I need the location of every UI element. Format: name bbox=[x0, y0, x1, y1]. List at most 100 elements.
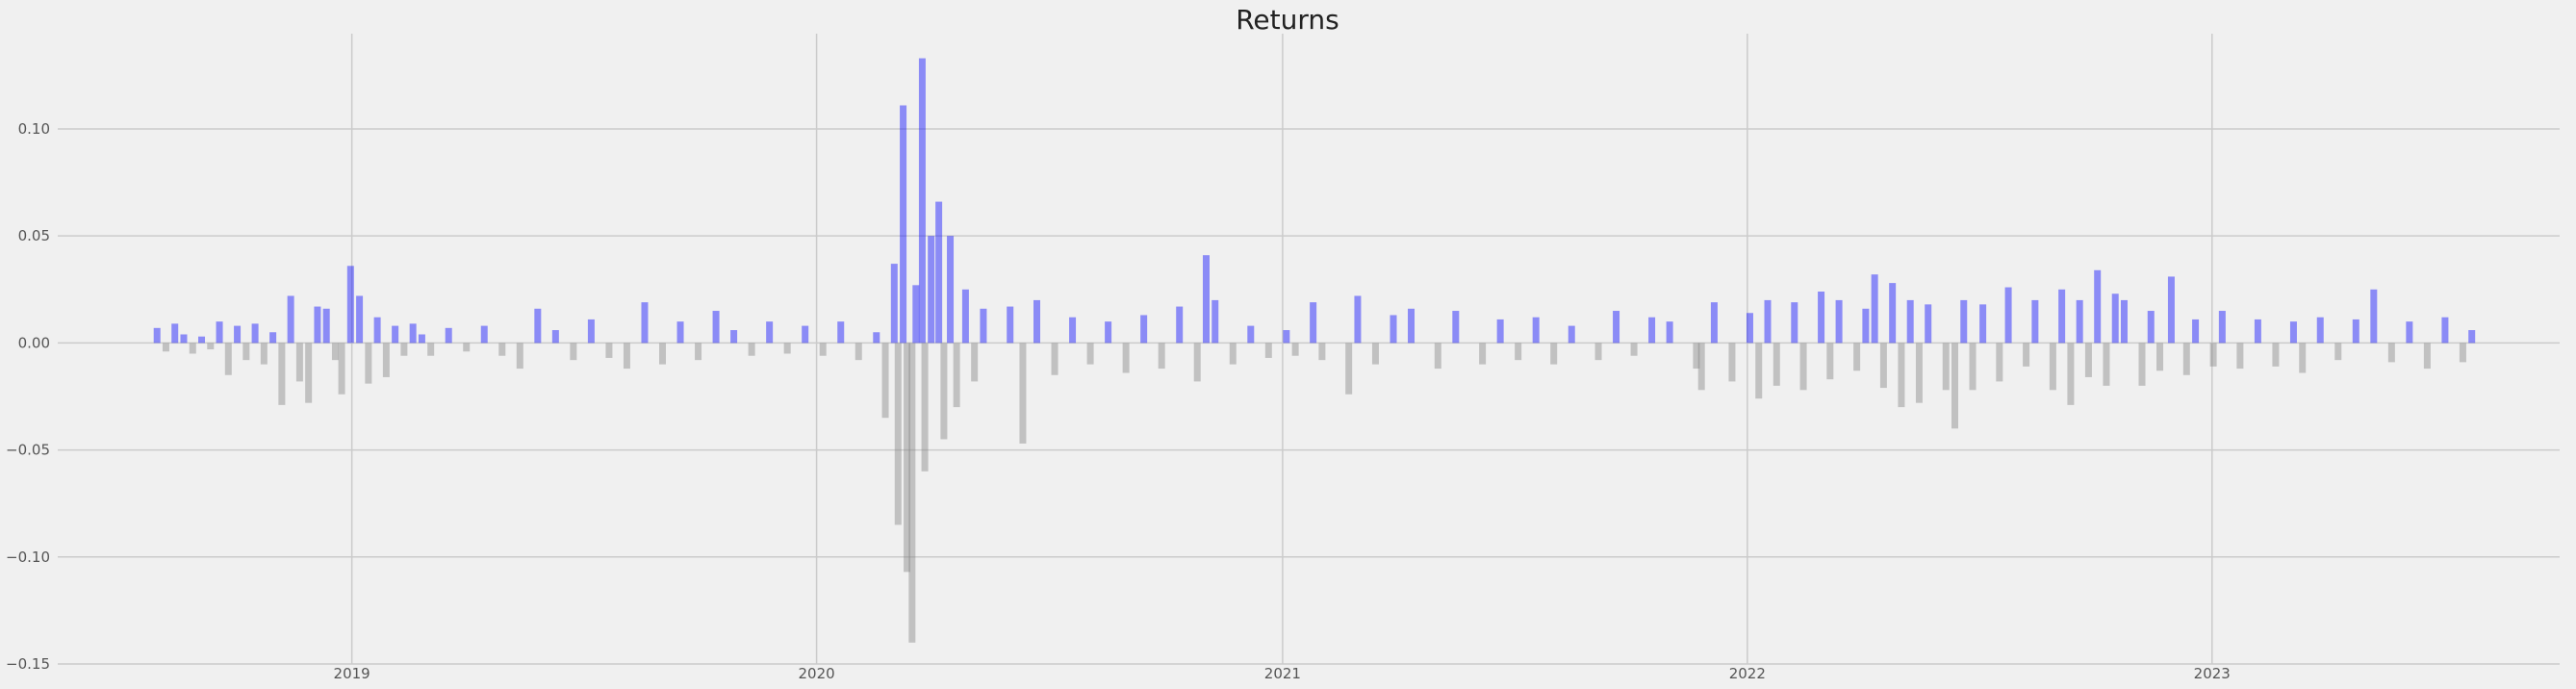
bar-positive bbox=[1960, 299, 1968, 344]
y-tick-label: 0.10 bbox=[18, 120, 50, 138]
bar-positive bbox=[1408, 308, 1416, 344]
bar-positive bbox=[928, 236, 935, 344]
bar-positive bbox=[1613, 311, 1620, 344]
bar-negative bbox=[427, 343, 435, 356]
bar-negative bbox=[695, 343, 702, 361]
bar-positive bbox=[935, 201, 943, 344]
chart-title: Returns bbox=[1236, 4, 1339, 36]
bar-negative bbox=[1630, 343, 1638, 356]
bar-positive bbox=[1354, 295, 1362, 344]
bar-negative bbox=[1799, 343, 1807, 391]
bar-positive bbox=[392, 325, 399, 344]
bar-negative bbox=[605, 343, 613, 358]
x-tick-label: 2021 bbox=[1264, 665, 1301, 682]
bar-negative bbox=[1942, 343, 1950, 391]
bar-negative bbox=[748, 343, 755, 356]
bar-positive bbox=[1007, 306, 1014, 344]
bar-positive bbox=[802, 325, 809, 344]
bar-negative bbox=[2049, 343, 2056, 391]
x-tick-label: 2020 bbox=[799, 665, 835, 682]
bar-negative bbox=[1826, 343, 1834, 380]
bar-negative bbox=[1479, 343, 1487, 365]
bar-negative bbox=[819, 343, 827, 356]
bar-positive bbox=[251, 323, 259, 344]
bar-negative bbox=[904, 343, 911, 573]
bar-negative bbox=[260, 343, 268, 365]
bar-negative bbox=[1915, 343, 1923, 403]
bar-negative bbox=[881, 343, 889, 419]
bar-positive bbox=[2352, 319, 2359, 344]
bar-negative bbox=[1728, 343, 1736, 382]
bar-negative bbox=[1318, 343, 1326, 361]
bar-positive bbox=[2441, 317, 2449, 344]
bar-positive bbox=[171, 323, 179, 344]
bar-positive bbox=[1862, 308, 1870, 344]
y-tick-label: −0.05 bbox=[6, 442, 50, 459]
bar-positive bbox=[1069, 317, 1077, 344]
y-tick-label: −0.10 bbox=[6, 549, 50, 566]
bar-positive bbox=[900, 105, 907, 344]
grid-lines bbox=[58, 34, 2560, 665]
bar-negative bbox=[2103, 343, 2110, 386]
bar-positive bbox=[587, 319, 595, 344]
bar-negative bbox=[2334, 343, 2342, 361]
bar-positive bbox=[2370, 289, 2378, 344]
bar-negative bbox=[2138, 343, 2146, 386]
bar-positive bbox=[2254, 319, 2261, 344]
bar-positive bbox=[2094, 269, 2102, 344]
bar-positive bbox=[873, 332, 880, 344]
bar-negative bbox=[400, 343, 408, 356]
bar-positive bbox=[180, 334, 188, 344]
bar-negative bbox=[463, 343, 471, 352]
bar-positive bbox=[216, 321, 223, 344]
bar-negative bbox=[1755, 343, 1763, 399]
bar-positive bbox=[153, 327, 161, 344]
bar-positive bbox=[314, 306, 321, 344]
bar-positive bbox=[890, 264, 898, 344]
bar-negative bbox=[1773, 343, 1780, 386]
bar-positive bbox=[1211, 299, 1219, 344]
bar-positive bbox=[1648, 317, 1656, 344]
bar-negative bbox=[2299, 343, 2307, 373]
bar-negative bbox=[2156, 343, 2164, 371]
bar-negative bbox=[2084, 343, 2092, 377]
y-tick-labels: 0.10 0.05 0.00 −0.05 −0.10 −0.15 bbox=[6, 120, 50, 673]
bar-positive bbox=[1835, 299, 1843, 344]
y-tick-label: −0.15 bbox=[6, 655, 50, 673]
bar-negative bbox=[207, 343, 215, 350]
bar-positive bbox=[2289, 321, 2297, 344]
bar-negative bbox=[224, 343, 232, 375]
bar-negative bbox=[1371, 343, 1379, 365]
bar-positive bbox=[346, 266, 354, 344]
bar-positive bbox=[551, 330, 559, 344]
bar-negative bbox=[854, 343, 862, 361]
bar-positive bbox=[2147, 311, 2155, 344]
bar-positive bbox=[980, 308, 987, 344]
bar-positive bbox=[445, 327, 452, 344]
bar-negative bbox=[1879, 343, 1887, 389]
bar-negative bbox=[2023, 343, 2030, 367]
bar-negative bbox=[1122, 343, 1130, 373]
bar-positive bbox=[918, 58, 926, 344]
bar-positive bbox=[373, 317, 381, 344]
bar-positive bbox=[2031, 299, 2039, 344]
bar-positive bbox=[2004, 287, 2012, 344]
bar-positive bbox=[287, 295, 294, 344]
bar-positive bbox=[2076, 299, 2083, 344]
bar-negative bbox=[1951, 343, 1959, 429]
bar-negative bbox=[783, 343, 791, 354]
bar-negative bbox=[295, 343, 303, 382]
bar-positive bbox=[1390, 315, 1397, 344]
bar-positive bbox=[2058, 289, 2066, 344]
bar-positive bbox=[837, 321, 845, 344]
bar-positive bbox=[480, 325, 488, 344]
bar-negative bbox=[570, 343, 577, 361]
bar-positive bbox=[1452, 311, 1460, 344]
x-tick-label: 2022 bbox=[1729, 665, 1766, 682]
bar-positive bbox=[1818, 292, 1825, 344]
bar-negative bbox=[1345, 343, 1353, 395]
bar-positive bbox=[2111, 293, 2119, 344]
bar-positive bbox=[712, 311, 720, 344]
